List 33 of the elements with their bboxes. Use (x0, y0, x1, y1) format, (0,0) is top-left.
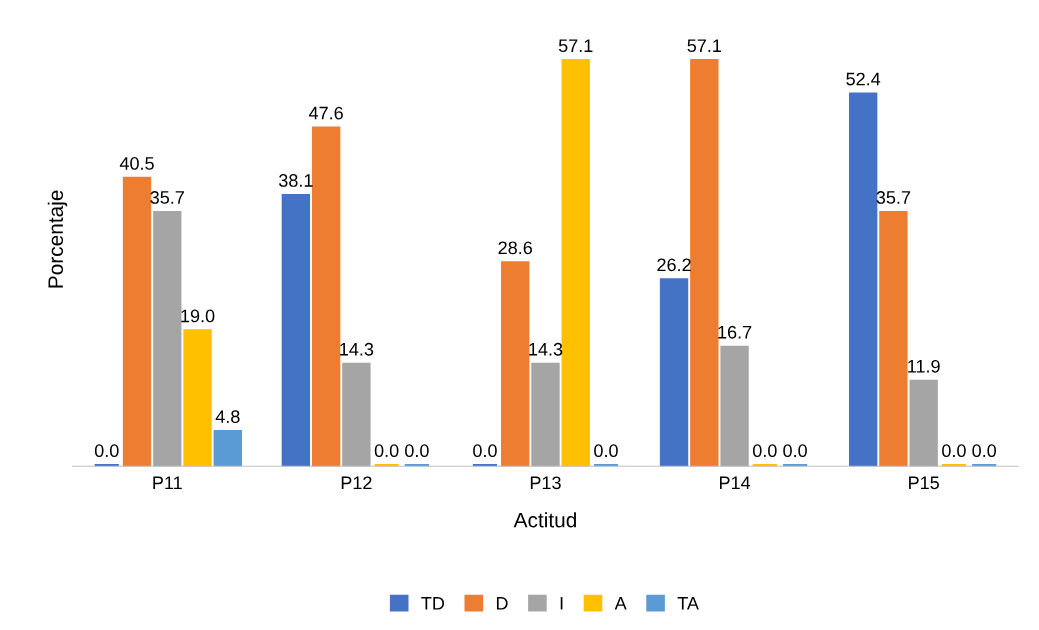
data-label: 28.6 (498, 241, 532, 255)
x-tick-label: P11 (153, 476, 182, 490)
data-label: 0.0 (473, 444, 497, 458)
data-label: 0.0 (94, 444, 119, 458)
data-label: 0.0 (972, 444, 997, 458)
y-axis-title: Porcentaje (47, 190, 68, 288)
data-label: 40.5 (119, 157, 154, 170)
legend-label: TD (421, 597, 445, 610)
x-tick-label: P13 (530, 476, 561, 490)
data-label: 47.6 (308, 106, 343, 120)
data-label: 14.3 (529, 342, 563, 356)
data-label: 52.4 (846, 72, 881, 86)
legend-label: D (496, 597, 508, 610)
legend-label: A (614, 597, 627, 610)
data-label: 4.8 (215, 410, 240, 424)
data-label: 57.1 (558, 39, 593, 53)
legend-label: TA (677, 597, 699, 610)
data-label: 0.0 (783, 444, 807, 458)
data-label: 0.0 (942, 444, 966, 458)
data-label: 0.0 (374, 444, 399, 458)
x-tick-label: P12 (341, 476, 372, 490)
x-axis-title: Actitud (513, 512, 576, 528)
data-label: 16.7 (718, 325, 752, 339)
legend-label: I (560, 597, 563, 610)
data-label: 14.3 (340, 342, 374, 356)
x-tick-label: P14 (719, 476, 751, 490)
x-tick-label: P15 (909, 476, 939, 490)
data-label: 0.0 (594, 444, 618, 458)
data-label: 19.0 (181, 309, 215, 323)
data-label: 57.1 (687, 39, 722, 53)
data-label: 0.0 (752, 444, 777, 458)
data-label: 0.0 (405, 444, 429, 458)
data-label: 11.9 (908, 359, 940, 373)
